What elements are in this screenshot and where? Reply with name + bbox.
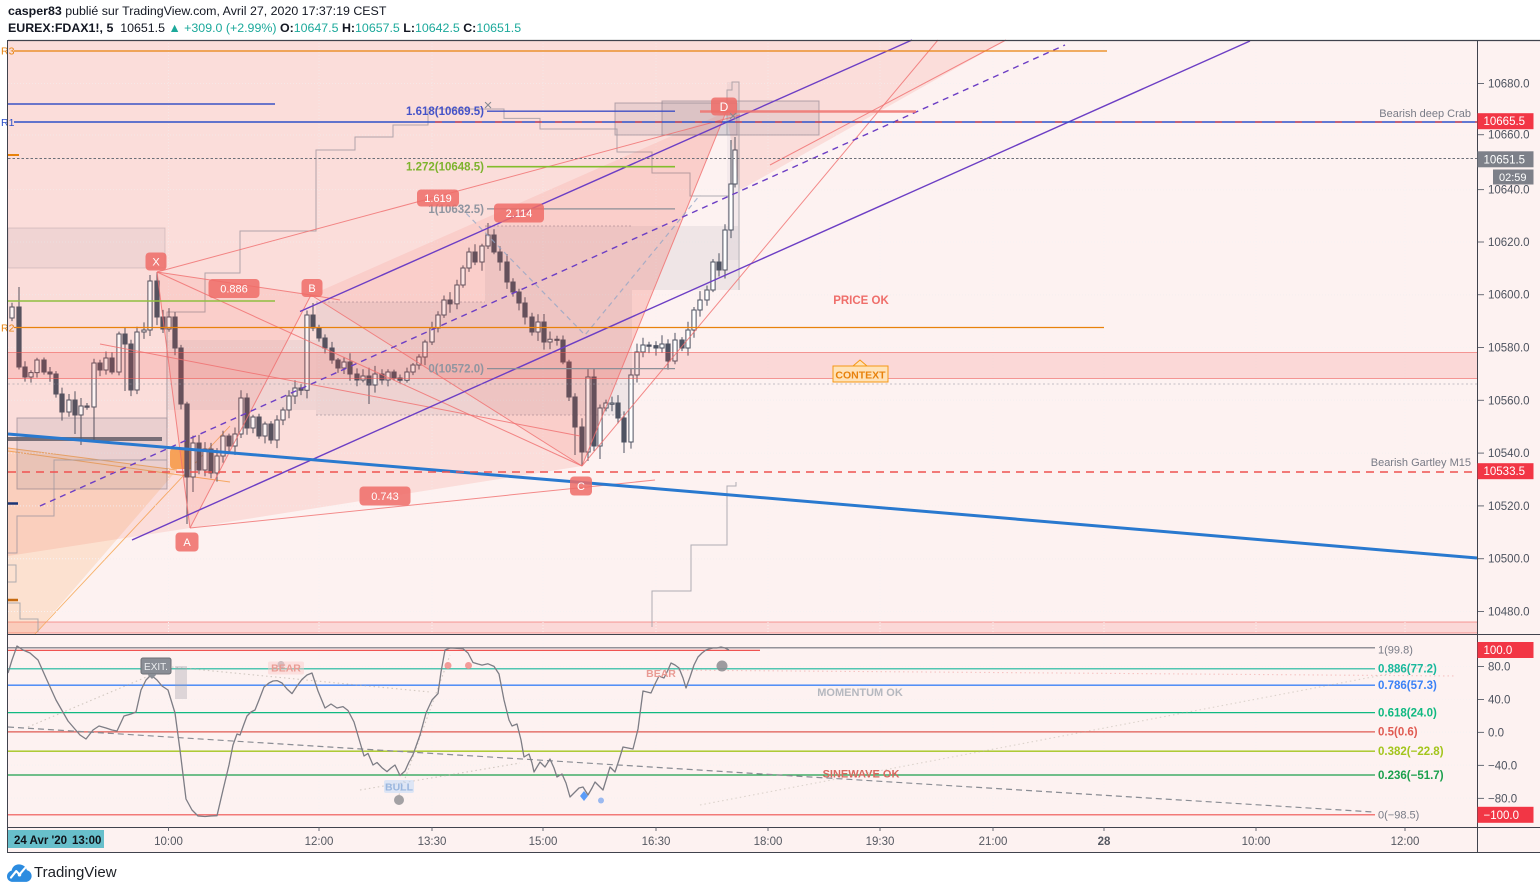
svg-text:Bearish Gartley M15: Bearish Gartley M15 [1371,457,1471,469]
svg-text:10540.0: 10540.0 [1488,448,1530,460]
svg-text:10620.0: 10620.0 [1488,237,1530,249]
svg-text:16:30: 16:30 [642,836,671,848]
svg-text:10560.0: 10560.0 [1488,395,1530,407]
svg-text:SINEWAVE OK: SINEWAVE OK [823,769,900,781]
svg-text:0(10572.0): 0(10572.0) [428,364,484,376]
svg-text:Bearish deep Crab: Bearish deep Crab [1379,108,1471,120]
svg-text:13:00: 13:00 [72,835,101,847]
svg-text:13:30: 13:30 [418,836,447,848]
svg-text:0.743: 0.743 [371,491,399,503]
svg-text:TradingView: TradingView [34,864,117,881]
svg-text:×: × [484,97,493,114]
svg-text:B: B [308,283,315,295]
svg-text:0.0: 0.0 [1488,727,1504,739]
svg-text:12:00: 12:00 [305,836,334,848]
svg-text:−40.0: −40.0 [1488,760,1517,772]
svg-text:19:30: 19:30 [866,836,895,848]
svg-text:0.382(−22.8): 0.382(−22.8) [1378,746,1444,758]
svg-text:0.236(−51.7): 0.236(−51.7) [1378,770,1444,782]
svg-text:0(−98.5): 0(−98.5) [1378,810,1419,822]
svg-text:PRICE OK: PRICE OK [833,295,889,307]
svg-text:28: 28 [1098,836,1111,848]
svg-text:CONTEXT: CONTEXT [835,370,886,382]
svg-text:−80.0: −80.0 [1488,793,1517,805]
svg-text:BEAR: BEAR [271,663,301,675]
svg-text:C: C [577,481,585,493]
svg-text:BEAR: BEAR [646,668,676,680]
svg-text:X: X [152,256,160,268]
svg-text:12:00: 12:00 [1391,836,1420,848]
svg-text:10680.0: 10680.0 [1488,79,1530,91]
svg-text:80.0: 80.0 [1488,662,1510,674]
svg-text:2.114: 2.114 [506,208,533,220]
svg-text:0.786(57.3): 0.786(57.3) [1378,680,1437,692]
svg-text:0.5(0.6): 0.5(0.6) [1378,727,1418,739]
svg-text:10480.0: 10480.0 [1488,607,1530,619]
svg-text:EXIT.: EXIT. [144,662,168,673]
svg-text:1.618(10669.5): 1.618(10669.5) [406,106,484,118]
svg-text:0.886: 0.886 [220,283,248,295]
svg-text:10:00: 10:00 [1242,836,1271,848]
svg-text:−100.0: −100.0 [1484,810,1520,822]
svg-text:1(99.8): 1(99.8) [1378,645,1413,657]
svg-text:0.886(77.2): 0.886(77.2) [1378,664,1437,676]
svg-text:40.0: 40.0 [1488,695,1510,707]
svg-text:1(10632.5): 1(10632.5) [428,204,484,216]
svg-text:24 Avr '20: 24 Avr '20 [14,835,67,847]
svg-text:10600.0: 10600.0 [1488,290,1530,302]
svg-text:100.0: 100.0 [1484,645,1513,657]
svg-text:10580.0: 10580.0 [1488,343,1530,355]
svg-text:1.619: 1.619 [424,193,452,205]
svg-text:D: D [720,100,729,114]
svg-text:BULL: BULL [385,782,414,794]
svg-text:18:00: 18:00 [754,836,783,848]
svg-text:10640.0: 10640.0 [1488,185,1530,197]
svg-text:10651.5: 10651.5 [1484,154,1526,166]
svg-text:1.272(10648.5): 1.272(10648.5) [406,162,484,174]
svg-text:A: A [183,537,191,549]
svg-text:×: × [729,108,738,125]
svg-text:0.618(24.0): 0.618(24.0) [1378,708,1437,720]
svg-text:10500.0: 10500.0 [1488,554,1530,566]
svg-text:10665.5: 10665.5 [1484,116,1526,128]
svg-text:MOMENTUM OK: MOMENTUM OK [817,687,903,699]
svg-text:21:00: 21:00 [979,836,1008,848]
svg-text:10660.0: 10660.0 [1488,130,1530,142]
svg-text:10:00: 10:00 [154,836,183,848]
svg-text:10520.0: 10520.0 [1488,501,1530,513]
svg-text:15:00: 15:00 [529,836,558,848]
svg-text:10533.5: 10533.5 [1484,466,1526,478]
svg-text:02:59: 02:59 [1499,172,1527,184]
